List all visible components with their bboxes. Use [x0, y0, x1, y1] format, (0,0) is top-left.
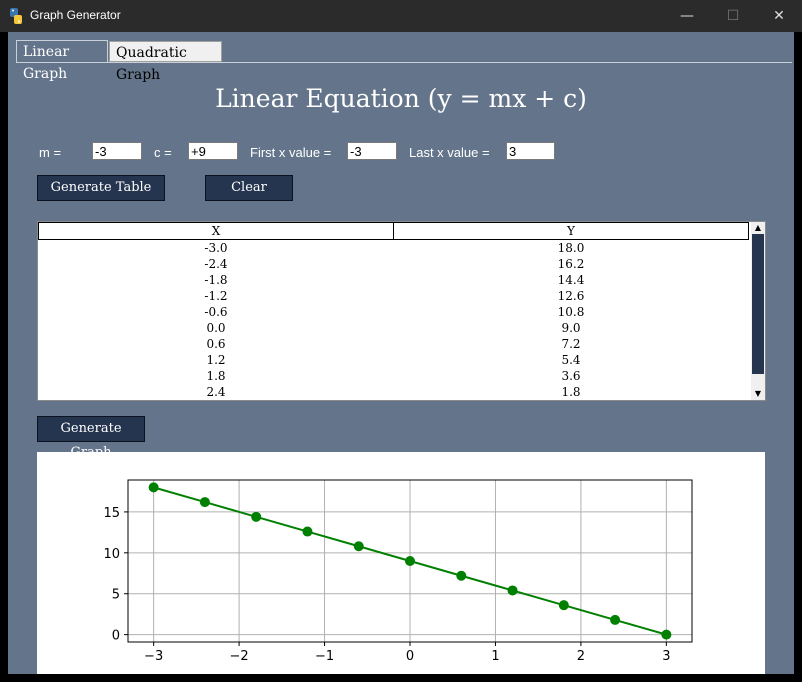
maximize-button[interactable]: ☐	[726, 8, 740, 24]
table-row[interactable]: -0.6 10.8	[38, 304, 748, 320]
x-tick-label: −1	[315, 649, 334, 664]
cell-y: 1.8	[561, 385, 581, 399]
cell-y: 12.6	[557, 289, 585, 303]
table-row[interactable]: -1.8 14.4	[38, 272, 748, 288]
close-button[interactable]: ✕	[773, 8, 785, 24]
last-x-label: Last x value =	[409, 145, 490, 160]
first-x-input[interactable]: -3	[347, 142, 397, 160]
x-tick-label: −2	[230, 649, 249, 664]
cell-x: -3.0	[204, 241, 228, 255]
cell-x: 1.8	[206, 369, 226, 383]
cell-x: -1.8	[204, 273, 228, 287]
cell-x: -1.2	[204, 289, 228, 303]
table-scrollbar[interactable]: ▲ ▼	[751, 222, 765, 400]
line-chart: −3 −2 −1 0 1 2 3 0 5 10 15	[103, 479, 693, 664]
cell-y: 3.6	[561, 369, 581, 383]
table-row[interactable]: -1.2 12.6	[38, 288, 748, 304]
y-tick-label: 5	[112, 588, 120, 603]
data-point	[507, 585, 518, 596]
app-content: Linear Graph Quadratic Graph Linear Equa…	[8, 32, 794, 674]
cell-y: 7.2	[561, 337, 581, 351]
y-tick-label: 10	[103, 547, 120, 562]
minimize-button[interactable]: —	[680, 8, 694, 24]
cell-x: -0.6	[204, 305, 228, 319]
title-bar: Graph Generator — ☐ ✕	[0, 0, 802, 32]
cell-x: 0.6	[206, 337, 226, 351]
data-point	[199, 497, 210, 508]
x-tick-label: −3	[144, 649, 163, 664]
generate-graph-button[interactable]: Generate Graph	[37, 416, 145, 460]
window-title: Graph Generator	[30, 8, 121, 22]
cell-x: 0.0	[206, 321, 226, 335]
scroll-thumb[interactable]	[752, 234, 764, 374]
table-row[interactable]: -2.4 16.2	[38, 256, 748, 272]
cell-y: 18.0	[557, 241, 585, 255]
data-point	[610, 614, 621, 625]
xy-table: X Y -3.0 18.0 -2.4 16.2 -1.8 14.4 -1.2 12.6 -0.6…	[37, 221, 766, 401]
cell-y: 14.4	[557, 273, 585, 287]
cell-x: 1.2	[206, 353, 226, 367]
table-row[interactable]: 0.0 9.0	[38, 320, 748, 336]
cell-x: -2.4	[204, 257, 228, 271]
data-point	[456, 570, 467, 581]
y-tick-label: 0	[112, 629, 120, 644]
x-tick-label: 0	[406, 649, 414, 664]
cell-y: 5.4	[561, 353, 581, 367]
data-point	[405, 556, 415, 566]
data-point	[661, 629, 672, 640]
cell-y: 9.0	[561, 321, 581, 335]
data-point	[353, 541, 364, 552]
scroll-up-icon[interactable]: ▲	[754, 223, 762, 232]
graph-canvas: −3 −2 −1 0 1 2 3 0 5 10 15	[37, 452, 765, 674]
column-header-y[interactable]: Y	[393, 222, 749, 240]
m-label: m =	[39, 145, 62, 160]
tab-linear-graph[interactable]: Linear Graph	[16, 40, 108, 82]
table-row[interactable]: -3.0 18.0	[38, 240, 748, 256]
table-body: -3.0 18.0 -2.4 16.2 -1.8 14.4 -1.2 12.6 -0.6 10.8…	[38, 240, 748, 400]
data-point	[558, 600, 569, 611]
table-row[interactable]: 2.4 1.8	[38, 384, 748, 400]
column-header-x[interactable]: X	[38, 222, 394, 240]
first-x-label: First x value =	[250, 145, 332, 160]
data-point	[302, 526, 313, 537]
generate-table-button[interactable]: Generate Table	[37, 175, 165, 201]
x-tick-label: 2	[577, 649, 585, 664]
cell-y: 16.2	[557, 257, 585, 271]
data-point	[251, 511, 262, 522]
x-tick-label: 1	[491, 649, 499, 664]
x-tick-label: 3	[662, 649, 670, 664]
scroll-down-icon[interactable]: ▼	[754, 389, 762, 398]
c-label: c =	[154, 145, 172, 160]
c-input[interactable]: +9	[188, 142, 238, 160]
last-x-input[interactable]: 3	[506, 142, 555, 160]
notebook-border	[16, 62, 792, 63]
tab-quadratic-graph[interactable]: Quadratic Graph	[109, 41, 222, 83]
data-point	[148, 482, 159, 493]
python-icon	[10, 8, 22, 24]
cell-x: 2.4	[206, 385, 226, 399]
table-row[interactable]: 1.2 5.4	[38, 352, 748, 368]
clear-button[interactable]: Clear	[205, 175, 293, 201]
m-input[interactable]: -3	[92, 142, 142, 160]
page-title: Linear Equation (y = mx + c)	[215, 84, 587, 113]
table-row[interactable]: 1.8 3.6	[38, 368, 748, 384]
cell-y: 10.8	[557, 305, 585, 319]
y-tick-label: 15	[103, 506, 120, 521]
table-row[interactable]: 0.6 7.2	[38, 336, 748, 352]
